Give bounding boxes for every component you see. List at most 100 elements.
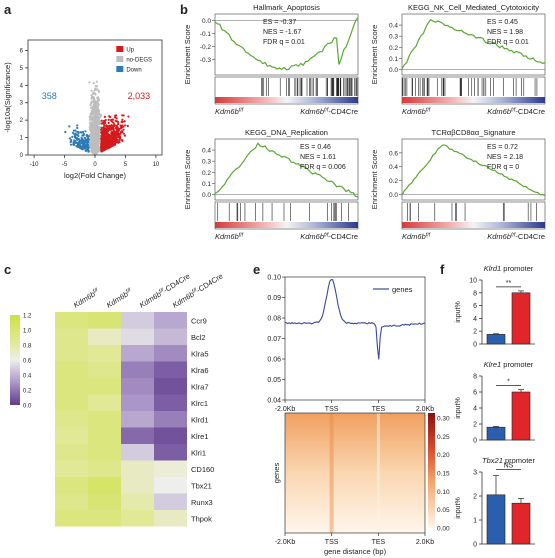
bar-ylabel: input% — [455, 397, 462, 418]
point-nodegs — [90, 143, 93, 146]
point-up — [100, 131, 104, 134]
y-tick-label: 0.10 — [267, 275, 281, 282]
chip-bar-klrd1: Klrd1 promoter input% 10 8 6 4 2 0 ** — [455, 264, 535, 349]
point-down — [72, 141, 75, 144]
point-up — [102, 126, 105, 129]
point-down — [76, 126, 79, 130]
legend-label: Up — [126, 48, 134, 54]
point-up — [111, 131, 115, 134]
point-nodegs — [97, 138, 101, 141]
point-nodegs — [95, 88, 98, 91]
point-up — [107, 121, 110, 125]
point-up — [106, 144, 109, 148]
point-down — [77, 138, 80, 141]
x-tick-label: 10 — [153, 162, 160, 168]
heatmap-cell — [88, 493, 121, 510]
right-label: Kdm6bf/f-CD4Cre — [487, 107, 545, 116]
heatmap-cell — [55, 493, 88, 510]
x-tick-label: -5 — [62, 162, 68, 168]
point-nodegs — [94, 135, 97, 138]
rank-bar — [215, 97, 358, 103]
point-nodegs — [90, 111, 93, 114]
point-nodegs — [94, 87, 97, 90]
x-tick-label: -2.0Kb — [275, 406, 296, 413]
rank-bar — [215, 222, 358, 228]
point-up — [100, 119, 103, 122]
point-down — [71, 131, 75, 134]
point-up — [113, 136, 116, 139]
y-tick-label: 0.2 — [202, 170, 211, 177]
point-nodegs — [92, 100, 95, 104]
heatmap-cell — [121, 477, 154, 494]
point-nodegs — [95, 80, 98, 83]
panel-label-a: a — [4, 2, 12, 17]
y-tick-label: -0.1 — [200, 31, 212, 38]
y-tick-label: 0.0 — [389, 67, 398, 74]
heatmap-cell — [121, 312, 154, 329]
point-up — [104, 135, 107, 138]
heatmap-cell — [154, 378, 187, 395]
point-up — [115, 114, 118, 117]
heatmap-cell — [55, 345, 88, 362]
x-tick-label: TES — [372, 539, 386, 546]
y-tick-label: 4 — [20, 83, 24, 89]
gsea-title: KEGG_NK_Cell_Mediated_Cytotoxicity — [408, 3, 539, 12]
point-down — [77, 131, 80, 134]
point-down — [84, 130, 87, 133]
enrichment-curve — [401, 144, 546, 197]
point-up — [119, 135, 122, 139]
row-label: Tbx21 — [191, 481, 212, 490]
bar — [511, 391, 531, 441]
legend-label: Down — [126, 68, 141, 74]
point-nodegs — [97, 117, 101, 120]
point-up — [103, 147, 106, 150]
point-nodegs — [92, 150, 95, 154]
density-xlabel: gene distance (bp) — [324, 547, 387, 556]
point-up — [109, 115, 112, 119]
heatmap-cell — [154, 361, 187, 378]
density-map — [285, 413, 425, 533]
point-down — [83, 143, 86, 147]
heatmap-cell — [154, 394, 187, 411]
point-up — [123, 124, 127, 127]
point-down — [80, 137, 83, 140]
heatmap-cell — [121, 394, 154, 411]
panel-label-b: b — [180, 2, 188, 17]
point-nodegs — [97, 106, 100, 109]
heatmap-cell — [55, 378, 88, 395]
y-tick-label: 2 — [473, 422, 477, 429]
point-nodegs — [92, 122, 95, 125]
heatmap-cell — [154, 328, 187, 345]
y-tick-label: 6 — [473, 303, 477, 310]
point-up — [100, 122, 103, 125]
heatmap-cell — [121, 411, 154, 428]
y-tick-label: 0.3 — [389, 34, 398, 41]
row-label: Runx3 — [191, 498, 213, 507]
significance-label: ** — [506, 280, 512, 287]
heatmap-cell — [55, 510, 88, 527]
bar-ylabel: input% — [455, 301, 462, 322]
heatmap-cell — [154, 411, 187, 428]
point-down — [75, 144, 78, 148]
y-tick-label: 0.6 — [389, 150, 398, 157]
point-up — [105, 147, 108, 150]
point-nodegs — [95, 128, 99, 131]
point-nodegs — [90, 106, 94, 109]
point-nodegs — [90, 137, 93, 140]
point-up — [105, 127, 108, 131]
gsea-ylabel: Enrichment Score — [183, 150, 192, 210]
point-up — [107, 138, 110, 141]
point-up — [107, 118, 110, 121]
point-down — [74, 137, 78, 140]
y-tick-label: 0.09 — [267, 295, 281, 302]
heatmap-cell — [154, 312, 187, 329]
left-label: Kdm6bf/f — [215, 232, 244, 241]
profile-curve — [284, 279, 426, 360]
point-down — [76, 124, 79, 127]
column-label: Kdm6bf/f — [72, 287, 101, 310]
point-nodegs — [94, 105, 97, 109]
scale-tick-label: 0.4 — [23, 374, 32, 380]
point-nodegs — [91, 128, 94, 131]
bar — [511, 502, 531, 545]
density-ylabel: genes — [272, 463, 281, 484]
